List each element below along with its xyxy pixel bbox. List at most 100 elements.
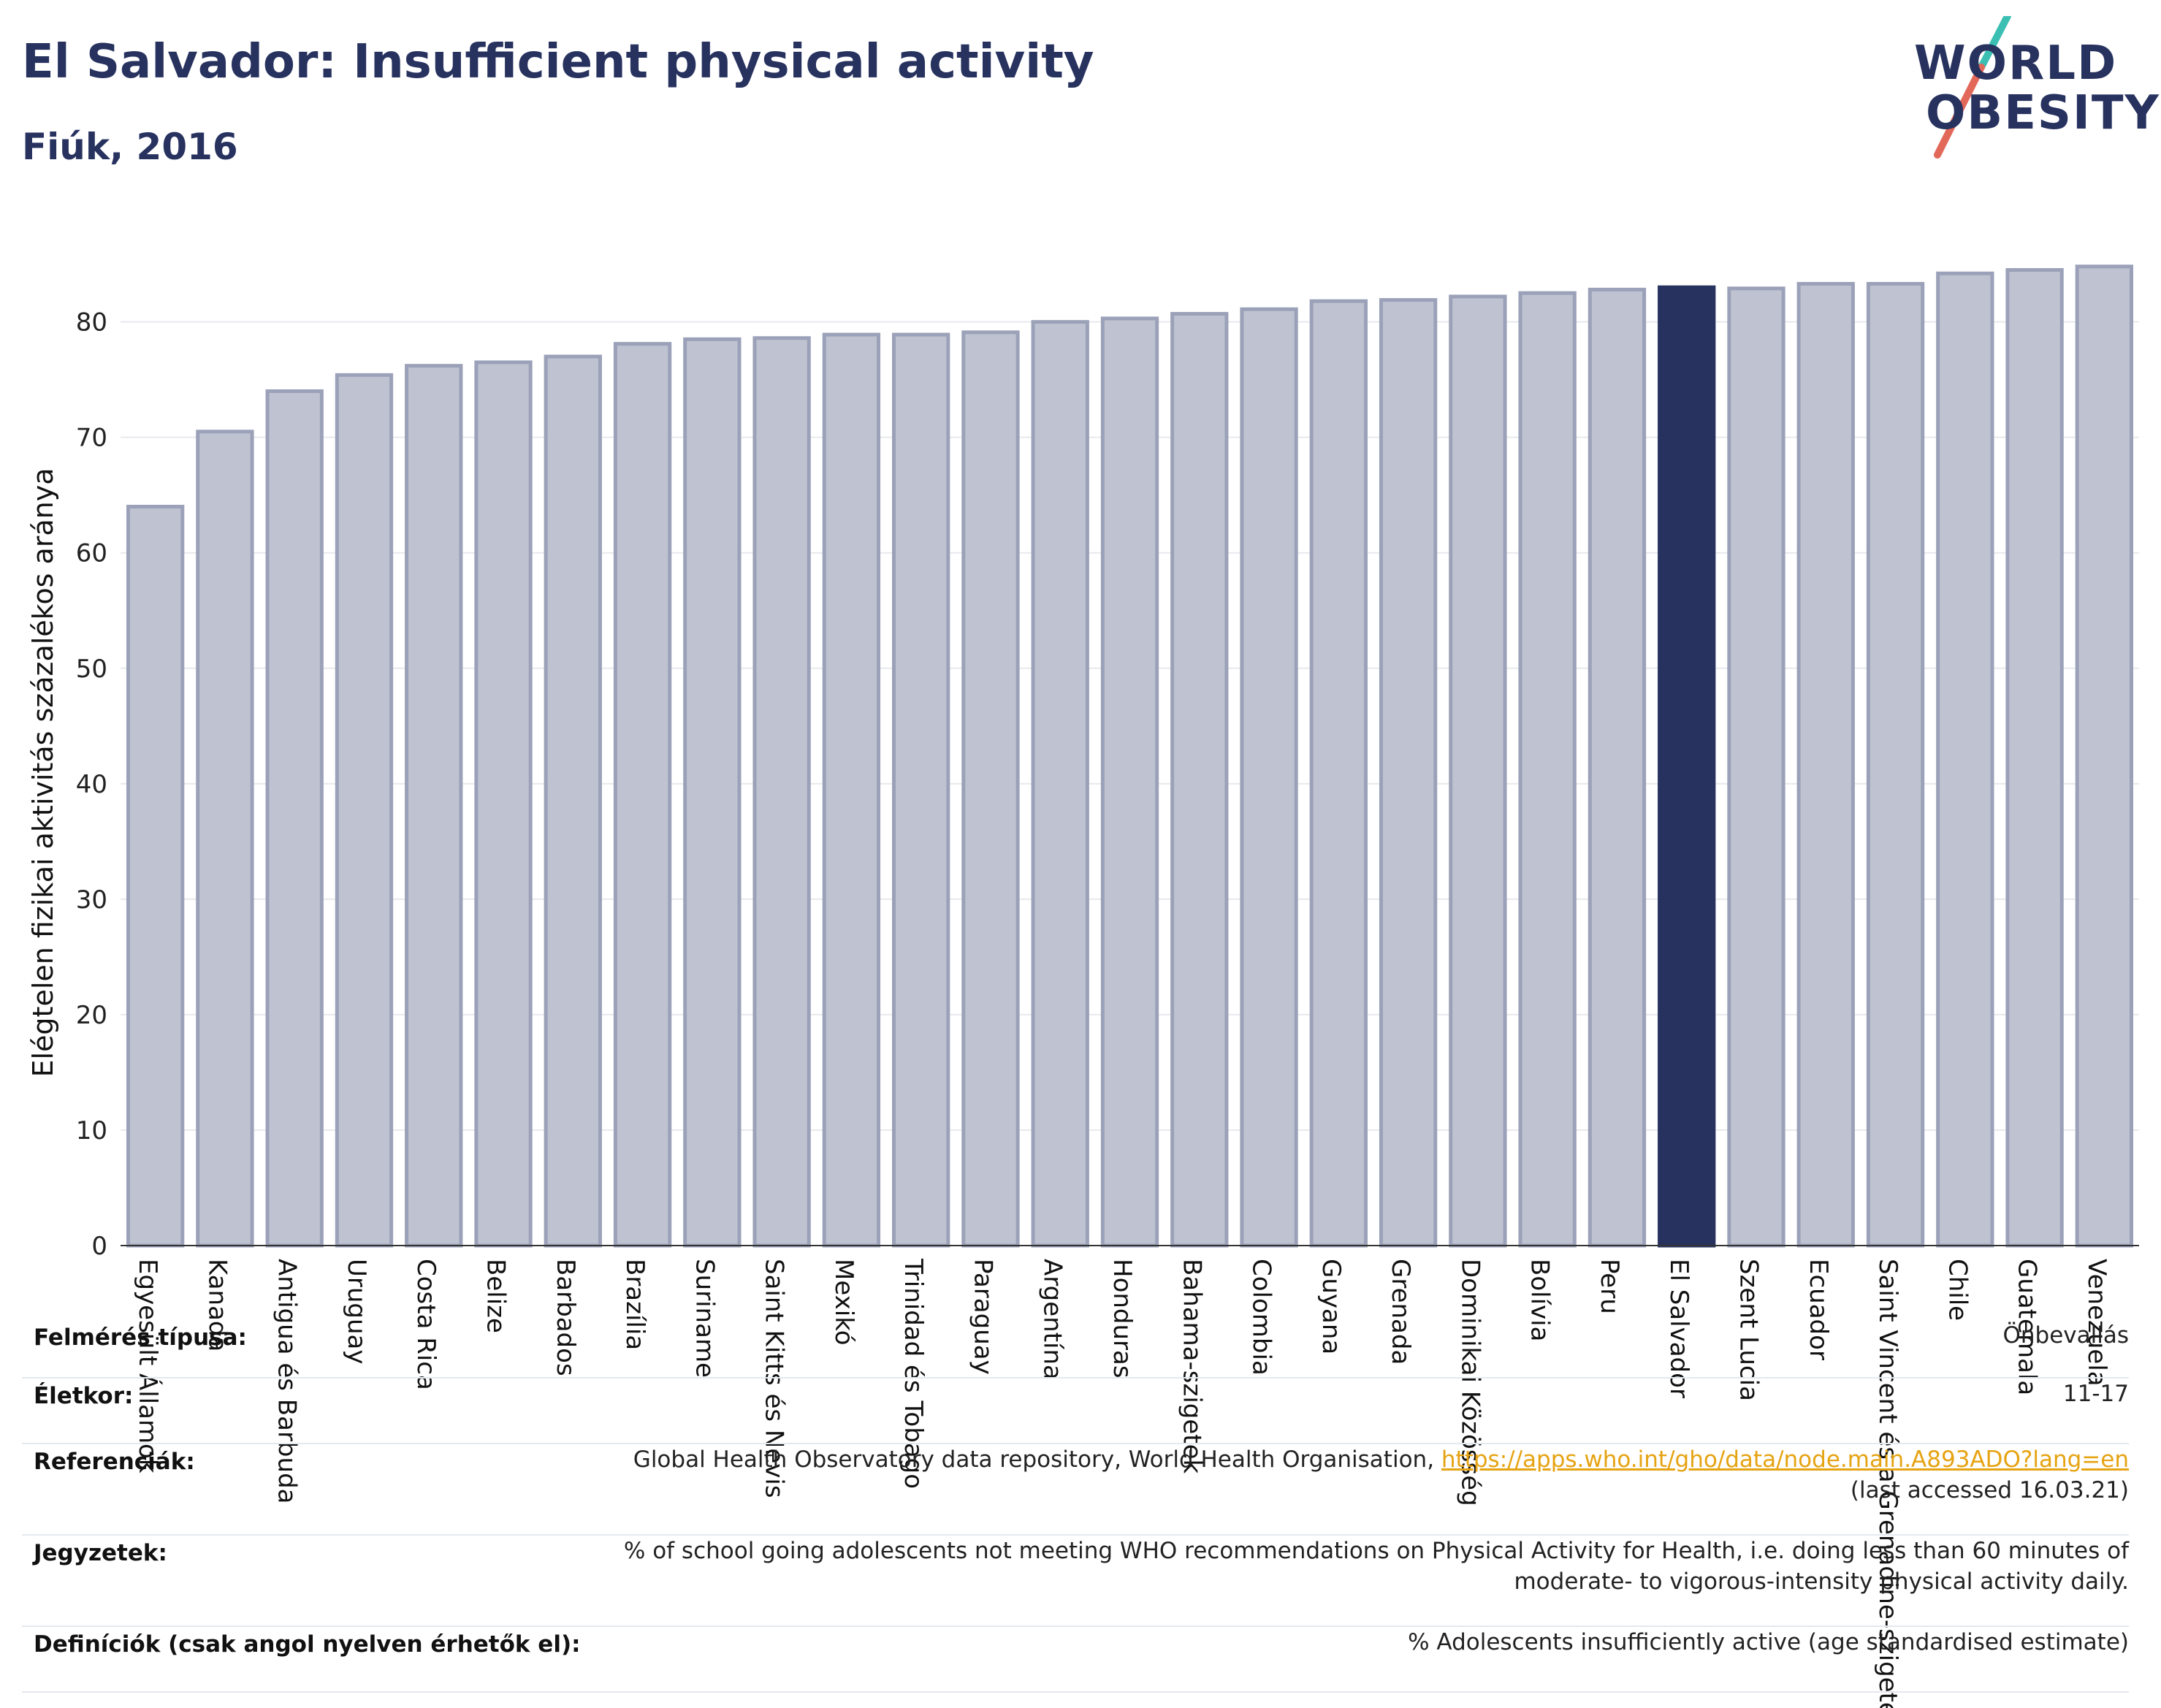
x-tick-label: Guyana [1316,1259,1346,1354]
bar [1100,316,1159,1248]
metadata-row: Életkor: 11-17 [22,1377,2129,1443]
page-subtitle: Fiúk, 2016 [22,126,238,168]
bar [1240,307,1298,1248]
bar [335,373,394,1248]
bar [752,336,811,1248]
page-title: El Salvador: Insufficient physical activ… [22,35,1094,89]
logo-text-obesity: OBESITY [1926,86,2160,140]
x-tick-label: Paraguay [968,1259,997,1375]
bar [1727,286,1785,1248]
bar [613,342,672,1248]
bar [2005,268,2064,1248]
x-tick-label: Brazília [620,1259,649,1350]
x-tick-label: Bolívia [1525,1259,1555,1341]
x-tick-label: Belize [481,1259,511,1333]
x-tick-label: Antigua és Barbuda [272,1259,302,1503]
x-tick-label: Venezuela [2082,1259,2111,1387]
metadata-row: Definíciók (csak angol nyelven érhetők e… [22,1625,2129,1691]
x-tick-label: Mexikó [829,1259,858,1346]
y-tick-label: 20 [76,1001,107,1030]
metadata-separator [22,1534,2129,1536]
bar [1031,320,1089,1248]
x-tick-label: Guatemala [2013,1259,2042,1395]
x-tick-label: Honduras [1108,1259,1137,1379]
bar [2075,264,2134,1248]
metadata-label: Felmérés típusa: [34,1324,247,1351]
x-tick-label: Uruguay [342,1259,371,1365]
bar-highlight [1658,285,1716,1248]
x-tick-label: El Salvador [1664,1259,1693,1398]
reference-accessed: (last accessed 16.03.21) [1850,1477,2129,1503]
metadata-value: 11-17 [2063,1379,2129,1409]
metadata-value-line: % of school going adolescents not meetin… [623,1538,2129,1564]
x-tick-label: Costa Rica [411,1259,441,1390]
bar [126,505,185,1248]
bar [196,430,254,1248]
bar [1309,299,1368,1248]
metadata-value: Global Health Observatory data repositor… [633,1444,2129,1506]
bar [1936,271,1994,1248]
y-tick-label: 10 [76,1116,107,1145]
bar [1379,298,1438,1248]
bar [1449,294,1507,1248]
bar [265,389,324,1248]
x-tick-label: Egyesült Államok [133,1259,163,1473]
metadata-value: % of school going adolescents not meetin… [624,1536,2129,1597]
metadata-label: Életkor: [34,1383,134,1409]
y-tick-label: 70 [76,424,107,453]
metadata-row: Jegyzetek: % of school going adolescents … [22,1534,2129,1625]
metadata-separator [22,1691,2129,1693]
bar [892,332,950,1248]
x-tick-label: Kanada [202,1259,232,1351]
x-tick-label: Peru [1595,1259,1624,1314]
metadata-value: Önbevallás [2002,1320,2129,1351]
y-tick-label: 0 [91,1232,107,1261]
y-tick-label: 30 [76,885,107,915]
x-tick-label: Dominikai Közösség [1455,1259,1485,1506]
y-tick-label: 40 [76,770,107,799]
metadata-separator [22,1625,2129,1627]
x-tick-label: Chile [1943,1259,1972,1321]
bar [474,360,533,1248]
x-tick-label: Suriname [690,1259,719,1378]
bar [405,364,463,1248]
bar [961,330,1020,1248]
x-tick-label: Barbados [551,1259,580,1376]
bar [1518,291,1577,1248]
metadata-value-line: moderate- to vigorous-intensity physical… [1514,1568,2129,1595]
reference-text: Global Health Observatory data repositor… [633,1446,1441,1473]
x-tick-label: Colombia [1247,1259,1276,1376]
bar [822,332,881,1248]
metadata-label: Referenciák: [34,1449,195,1475]
bar [1866,281,1925,1248]
bar [1588,287,1647,1248]
y-axis-label: Elégtelen fizikai aktivitás százalékos a… [27,468,59,1077]
reference-link[interactable]: https://apps.who.int/gho/data/node.main.… [1441,1446,2129,1473]
metadata-label: Jegyzetek: [34,1540,167,1566]
bar [1796,281,1855,1248]
metadata-row: Felmérés típusa: Önbevallás [22,1319,2129,1377]
logo-slash-icon [1934,16,2011,159]
metadata-label: Definíciók (csak angol nyelven érhetők e… [34,1631,581,1658]
bar [683,337,742,1248]
y-tick-label: 80 [76,308,107,338]
metadata-value-line: Önbevallás [2002,1322,2129,1349]
bar [1170,312,1229,1248]
logo-text-world: WORLD [1914,37,2118,91]
metadata-separator [22,1443,2129,1444]
metadata-value: % Adolescents insufficiently active (age… [1408,1627,2129,1658]
metadata-separator [22,1377,2129,1379]
world-obesity-logo: WORLD OBESITY [1907,16,2159,161]
x-tick-label: Bahama-szigetek [1177,1259,1206,1474]
x-tick-label: Argentína [1038,1259,1067,1380]
y-tick-label: 60 [76,539,107,568]
metadata-value-line: % Adolescents insufficiently active (age… [1408,1629,2129,1655]
metadata-value-line: 11-17 [2062,1381,2129,1407]
metadata-row: Referenciák: Global Health Observatory da… [22,1443,2129,1534]
x-tick-label: Grenada [1386,1259,1415,1365]
x-tick-label: Saint Vincent és a Grenadine-szigetek [1873,1259,1902,1708]
x-tick-label: Trinidad és Tobago [899,1258,928,1489]
y-tick-label: 50 [76,655,107,684]
x-tick-label: Ecuador [1804,1259,1833,1360]
